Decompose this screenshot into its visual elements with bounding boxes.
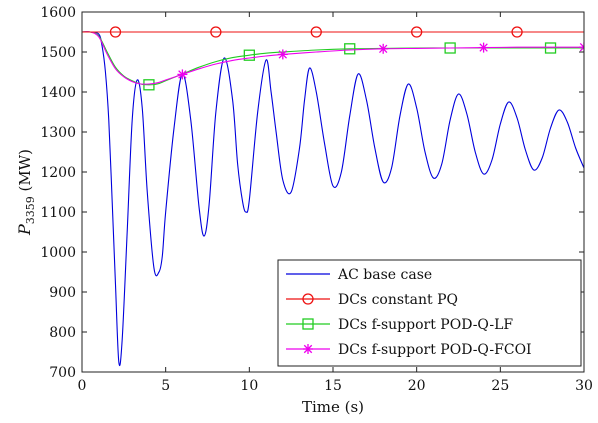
y-tick-label: 1400: [40, 85, 76, 101]
x-tick-label: 10: [240, 378, 258, 394]
series-4-marker-4: [478, 42, 489, 53]
y-tick-label: 1500: [40, 45, 76, 61]
y-tick-label: 1600: [40, 5, 76, 21]
x-tick-label: 20: [408, 378, 426, 394]
legend-marker-3: [302, 318, 314, 330]
y-tick-label: 1200: [40, 165, 76, 181]
series-line-1: [82, 31, 584, 367]
series-4-marker-1: [177, 69, 188, 80]
y-tick-label: 800: [49, 325, 76, 341]
series-line-3: [82, 31, 584, 86]
x-tick-label: 15: [324, 378, 342, 394]
x-tick-label: 25: [491, 378, 509, 394]
legend-marker-2: [302, 293, 314, 305]
legend-box: [277, 259, 582, 367]
x-tick-label: 30: [575, 378, 593, 394]
y-tick-label: 900: [49, 285, 76, 301]
series-3-marker-5: [544, 42, 557, 54]
series-3-marker-3: [344, 43, 356, 55]
series-2-marker-3: [310, 26, 322, 38]
legend: AC base case DCs constant PQ DCs f-support…: [277, 259, 582, 367]
legend-label-1: AC base case: [337, 267, 432, 283]
y-tick-label: 1000: [40, 245, 76, 261]
series-4-marker-2: [277, 49, 288, 60]
series-line-4: [82, 31, 584, 85]
legend-marker-4: [303, 344, 313, 354]
series-group: [82, 26, 584, 367]
x-tick-label: 0: [78, 378, 87, 394]
series-2-marker-4: [411, 26, 423, 38]
series-4-marker-3: [378, 43, 389, 54]
series-2-marker-2: [210, 26, 222, 38]
series-3-marker-1: [143, 79, 155, 91]
legend-label-4: DCs f-support POD-Q-FCOI: [338, 342, 532, 358]
series-2-marker-5: [511, 26, 523, 38]
y-tick-label: 1100: [40, 205, 76, 221]
legend-label-2: DCs constant PQ: [338, 292, 458, 308]
series-3-marker-2: [243, 49, 255, 61]
y-tick-label: 700: [49, 365, 76, 381]
series-2-marker-1: [109, 26, 122, 38]
series-4-marker-5: [579, 42, 584, 53]
x-axis-label: Time (s): [302, 398, 364, 416]
y-tick-label: 1300: [40, 125, 76, 141]
x-tick-label: 5: [161, 378, 170, 394]
legend-label-3: DCs f-support POD-Q-LF: [338, 317, 513, 333]
y-axis-label: P3359 (MW): [15, 149, 37, 236]
